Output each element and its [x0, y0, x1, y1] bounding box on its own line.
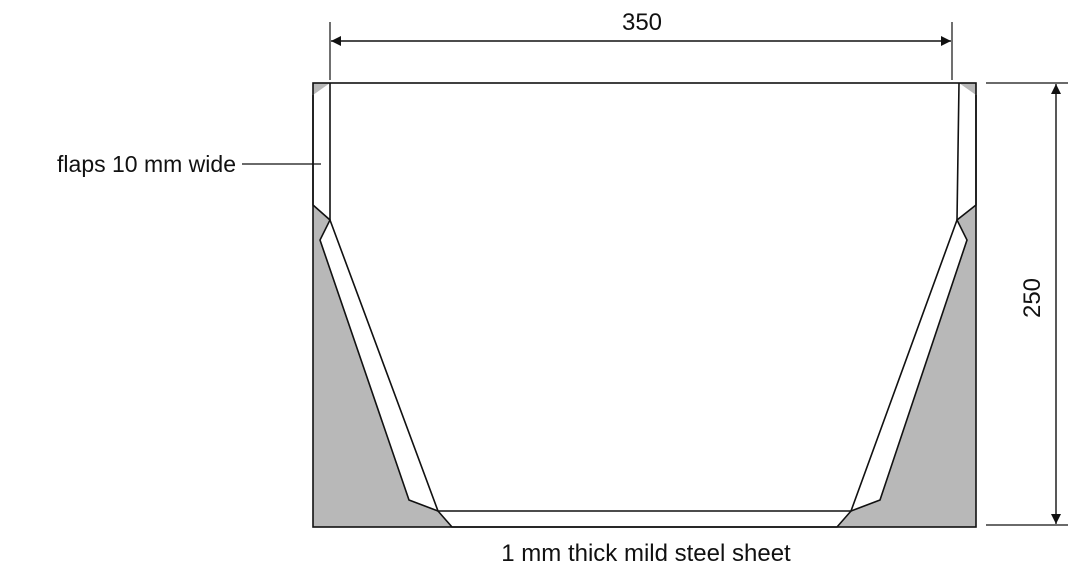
- waste-region-right: [837, 205, 976, 527]
- pattern-outline: [312, 95, 977, 528]
- sheet-outline: [312, 82, 977, 528]
- width-dimension-label: 350: [622, 9, 662, 36]
- waste-corner-top-left: [313, 83, 330, 95]
- flaps-label: flaps 10 mm wide: [57, 151, 236, 177]
- fold-line: [329, 82, 960, 512]
- caption: 1 mm thick mild steel sheet: [501, 540, 791, 567]
- height-dimension-label: 250: [1019, 278, 1046, 318]
- waste-corner-top-right: [959, 83, 976, 95]
- waste-region-left: [313, 205, 452, 527]
